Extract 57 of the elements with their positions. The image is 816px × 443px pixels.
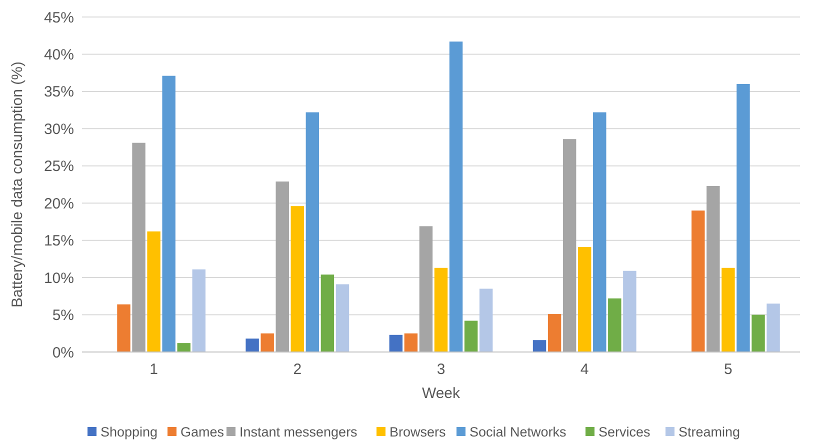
x-tick-label: 5 — [724, 361, 732, 378]
y-tick-label: 0% — [52, 344, 74, 362]
bar — [246, 338, 259, 352]
y-tick-label: 30% — [44, 120, 74, 138]
x-axis-title: Week — [422, 385, 461, 402]
bar — [276, 182, 289, 352]
bar — [449, 42, 463, 352]
y-tick-label: 20% — [44, 195, 74, 212]
y-tick-label: 25% — [44, 158, 74, 176]
bar — [320, 274, 334, 352]
bar — [404, 333, 418, 352]
y-tick-label: 35% — [44, 84, 74, 101]
y-tick-label: 40% — [44, 46, 74, 64]
bar — [434, 268, 448, 352]
bar — [706, 186, 720, 352]
legend-label: Instant messengers — [240, 424, 358, 440]
bar — [548, 314, 562, 352]
bar — [290, 206, 304, 352]
y-tick-label: 10% — [44, 270, 74, 287]
bar — [736, 84, 750, 352]
bar — [608, 298, 622, 352]
bar — [532, 340, 546, 352]
y-tick-label: 5% — [52, 307, 74, 324]
bar — [479, 288, 493, 352]
bar — [722, 268, 735, 352]
bar — [389, 334, 403, 352]
bar — [117, 304, 130, 352]
y-tick-label: 15% — [44, 232, 74, 250]
bar — [177, 343, 190, 352]
bar — [464, 320, 478, 352]
bar — [260, 333, 274, 352]
legend-label: Shopping — [100, 424, 158, 440]
x-tick-label: 1 — [150, 361, 158, 378]
legend-label: Games — [180, 424, 224, 440]
bar — [162, 76, 176, 352]
legend-label: Browsers — [390, 424, 446, 440]
y-tick-label: 45% — [44, 9, 74, 26]
bar — [623, 270, 636, 352]
bar — [692, 210, 705, 352]
bar — [306, 112, 320, 352]
bar — [419, 226, 433, 352]
bar — [578, 247, 592, 352]
y-axis-title: Battery/mobile data consumption (%) — [9, 62, 26, 308]
bar — [147, 231, 160, 352]
legend-label: Social Networks — [470, 424, 567, 440]
bar — [192, 269, 206, 352]
legend-label: Streaming — [678, 424, 740, 440]
x-tick-label: 3 — [436, 361, 446, 378]
x-tick-label: 4 — [580, 361, 589, 378]
legend-label: Services — [598, 424, 651, 440]
bar — [593, 112, 606, 352]
bar — [336, 284, 350, 352]
bar — [562, 139, 576, 352]
bar — [766, 304, 780, 352]
bar — [752, 314, 765, 352]
x-tick-label: 2 — [293, 361, 302, 378]
bar — [132, 142, 146, 352]
